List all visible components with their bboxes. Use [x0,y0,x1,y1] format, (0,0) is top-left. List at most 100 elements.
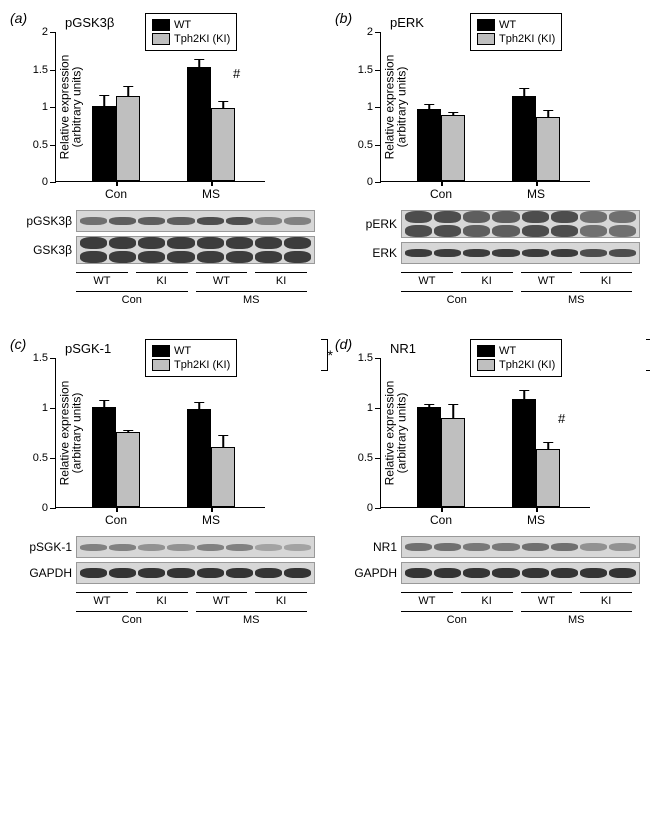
legend-text: Tph2KI (KI) [499,32,555,46]
group-labels-row: ConMS [72,287,311,306]
blot-band [197,544,224,551]
blot-row: GSK3β [20,236,315,264]
group-underline [401,291,513,292]
lane-labels-row: WTKIWTKI [72,588,311,607]
bracket-shape [321,339,328,371]
panel-label: (b) [335,10,352,26]
group-label-text: Con [72,614,192,626]
blot-band [522,568,549,578]
blot-lane [197,237,224,263]
lane-label-text: KI [132,595,192,607]
blot-lane [167,237,194,263]
lane-underline [461,592,513,593]
group-label-seg: Con [72,607,192,626]
legend-text: WT [499,18,516,32]
legend-text: WT [174,18,191,32]
blot-band [255,544,282,551]
bar-group: # [187,67,235,181]
bar [536,117,560,182]
blot-band [580,543,607,551]
bar-group [512,96,560,181]
blot-lane [255,237,282,263]
blot-band [284,237,311,249]
x-tick [211,181,213,186]
blot-band [405,543,432,551]
blot-band [405,568,432,578]
blot-strip [76,236,315,264]
bar-group [92,96,140,181]
x-tick [441,507,443,512]
western-blots: pSGK-1GAPDH [20,536,315,584]
blot-band [109,217,136,225]
legend: WTTph2KI (KI) [145,339,237,377]
lane-underline [136,272,188,273]
group-label-text: Con [72,294,192,306]
blot-band [551,249,578,257]
x-tick [441,181,443,186]
lane-grouping: WTKIWTKI ConMS [72,588,311,626]
error-bar [222,101,224,109]
legend-text: Tph2KI (KI) [174,358,230,372]
panel-label: (a) [10,10,27,26]
blot-band [522,225,549,237]
blot-band [434,568,461,578]
lane-label-text: WT [397,595,457,607]
bar [187,67,211,181]
legend: WTTph2KI (KI) [145,13,237,51]
panel-label: (c) [10,336,26,352]
blot-band [580,211,607,223]
blot-band [492,211,519,223]
chart-wrap: pSGK-1WTTph2KI (KI) *Relative expression… [55,341,315,508]
blot-band [434,249,461,257]
y-tick-label: 1 [367,402,381,414]
figure-grid: (a) pGSK3βWTTph2KI (KI)Relative expressio… [10,10,640,626]
blot-strip [76,536,315,558]
group-label-seg: Con [397,607,517,626]
lane-label-text: KI [251,275,311,287]
blot-band [522,543,549,551]
x-label: MS [527,513,545,527]
plot-area: Relative expression(arbitrary units)00.5… [380,32,590,182]
blot-band [551,543,578,551]
error-bar [452,404,454,419]
x-label: MS [527,187,545,201]
legend: WTTph2KI (KI) [470,13,562,51]
y-tick-label: 0.5 [358,139,381,151]
group-underline [196,611,308,612]
bar [417,407,441,507]
blot-band [609,249,636,257]
group-underline [76,611,188,612]
lane-underline [461,272,513,273]
lane-grouping: WTKIWTKIConMS [397,268,636,306]
y-tick-label: 0 [367,502,381,514]
bar [441,418,465,507]
group-label-text: MS [192,614,312,626]
x-label: Con [430,513,452,527]
blot-band [109,544,136,551]
blot-lane [284,237,311,263]
panel-c: (c) pSGK-1WTTph2KI (KI) *Relative express… [10,336,315,626]
blot-band [463,568,490,578]
blot-lane [492,211,519,237]
significance-bracket: * [321,339,333,371]
lane-label-text: KI [457,595,517,607]
blot-band [580,225,607,237]
group-labels-row: ConMS [397,607,636,626]
error-bar [222,435,224,448]
blot-label: ERK [345,246,397,260]
lane-label-seg: WT [72,588,132,607]
blot-lane [463,211,490,237]
lane-underline [401,592,453,593]
group-label-seg: MS [192,287,312,306]
lane-label-text: WT [517,275,577,287]
blot-band [434,211,461,223]
blot-band [80,544,107,551]
y-tick-label: 0.5 [33,452,56,464]
blot-band [284,251,311,263]
legend: WTTph2KI (KI) [470,339,562,377]
blot-strip [76,210,315,232]
group-labels-row: ConMS [397,287,636,306]
bar [211,447,235,507]
chart-wrap: pGSK3βWTTph2KI (KI)Relative expression(a… [55,15,315,182]
bracket-star: * [328,347,333,363]
